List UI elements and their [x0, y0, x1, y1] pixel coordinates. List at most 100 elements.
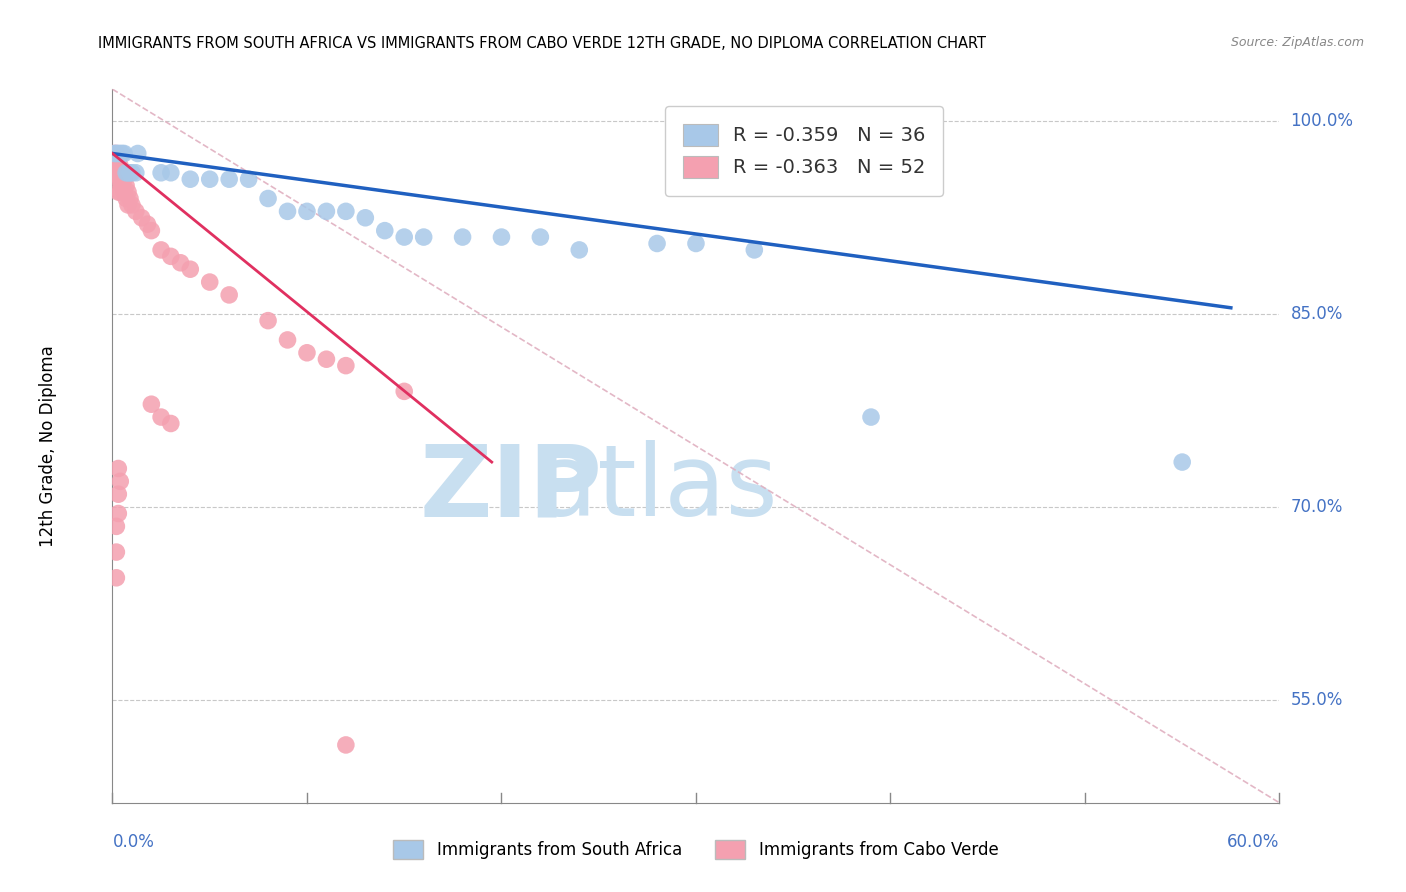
Point — [141, 397, 163, 411]
Point — [295, 204, 318, 219]
Point — [103, 146, 125, 161]
Point — [107, 172, 129, 186]
Point — [105, 153, 128, 167]
Point — [105, 166, 128, 180]
Point — [335, 204, 357, 219]
Point — [685, 236, 707, 251]
Point — [335, 359, 357, 373]
Point — [125, 204, 148, 219]
Point — [105, 519, 128, 533]
Text: 55.0%: 55.0% — [1291, 691, 1343, 709]
Point — [115, 192, 138, 206]
Point — [115, 178, 138, 193]
Point — [110, 475, 132, 489]
Point — [127, 146, 149, 161]
Point — [412, 230, 434, 244]
Point — [257, 313, 280, 327]
Point — [107, 507, 129, 521]
Point — [150, 243, 173, 257]
Point — [335, 738, 357, 752]
Text: Source: ZipAtlas.com: Source: ZipAtlas.com — [1230, 36, 1364, 49]
Point — [112, 185, 135, 199]
Point — [107, 185, 129, 199]
Point — [529, 230, 551, 244]
Point — [118, 166, 141, 180]
Text: 0.0%: 0.0% — [112, 833, 155, 851]
Point — [354, 211, 377, 225]
Point — [392, 230, 416, 244]
Point — [110, 185, 132, 199]
Point — [131, 211, 153, 225]
Point — [295, 345, 318, 359]
Point — [112, 146, 135, 161]
Text: 70.0%: 70.0% — [1291, 498, 1343, 516]
Point — [105, 571, 128, 585]
Text: 85.0%: 85.0% — [1291, 305, 1343, 323]
Point — [105, 545, 128, 559]
Text: IMMIGRANTS FROM SOUTH AFRICA VS IMMIGRANTS FROM CABO VERDE 12TH GRADE, NO DIPLOM: IMMIGRANTS FROM SOUTH AFRICA VS IMMIGRAN… — [98, 36, 987, 51]
Point — [315, 204, 337, 219]
Point — [111, 166, 134, 180]
Point — [112, 172, 135, 186]
Point — [645, 236, 668, 251]
Point — [136, 217, 159, 231]
Point — [198, 275, 221, 289]
Point — [121, 198, 143, 212]
Text: 12th Grade, No Diploma: 12th Grade, No Diploma — [39, 345, 58, 547]
Point — [125, 166, 148, 180]
Point — [179, 262, 201, 277]
Point — [103, 159, 125, 173]
Point — [859, 410, 883, 425]
Text: atlas: atlas — [536, 441, 778, 537]
Point — [374, 224, 396, 238]
Point — [160, 166, 183, 180]
Legend: Immigrants from South Africa, Immigrants from Cabo Verde: Immigrants from South Africa, Immigrants… — [387, 833, 1005, 866]
Point — [107, 461, 129, 475]
Point — [111, 178, 134, 193]
Point — [105, 159, 128, 173]
Point — [257, 192, 280, 206]
Text: 100.0%: 100.0% — [1291, 112, 1354, 130]
Text: ZIP: ZIP — [420, 441, 603, 537]
Point — [238, 172, 260, 186]
Point — [115, 166, 138, 180]
Point — [160, 249, 183, 263]
Point — [110, 146, 132, 161]
Point — [169, 256, 191, 270]
Text: 60.0%: 60.0% — [1227, 833, 1279, 851]
Point — [491, 230, 513, 244]
Point — [107, 487, 129, 501]
Point — [179, 172, 201, 186]
Point — [198, 172, 221, 186]
Point — [451, 230, 474, 244]
Point — [276, 333, 298, 347]
Point — [105, 146, 128, 161]
Point — [150, 410, 173, 425]
Point — [107, 146, 129, 161]
Point — [117, 198, 139, 212]
Point — [150, 166, 173, 180]
Point — [117, 185, 139, 199]
Point — [1171, 455, 1194, 469]
Point — [276, 204, 298, 219]
Point — [392, 384, 416, 399]
Point — [218, 288, 240, 302]
Point — [107, 153, 129, 167]
Point — [141, 224, 163, 238]
Point — [742, 243, 765, 257]
Point — [568, 243, 591, 257]
Point — [103, 146, 125, 161]
Point — [110, 159, 132, 173]
Point — [160, 417, 183, 431]
Point — [111, 146, 134, 161]
Point — [110, 172, 132, 186]
Point — [107, 159, 129, 173]
Point — [117, 166, 139, 180]
Point — [105, 146, 128, 161]
Point — [218, 172, 240, 186]
Point — [121, 166, 143, 180]
Point — [315, 352, 337, 367]
Point — [103, 166, 125, 180]
Point — [118, 192, 141, 206]
Point — [103, 153, 125, 167]
